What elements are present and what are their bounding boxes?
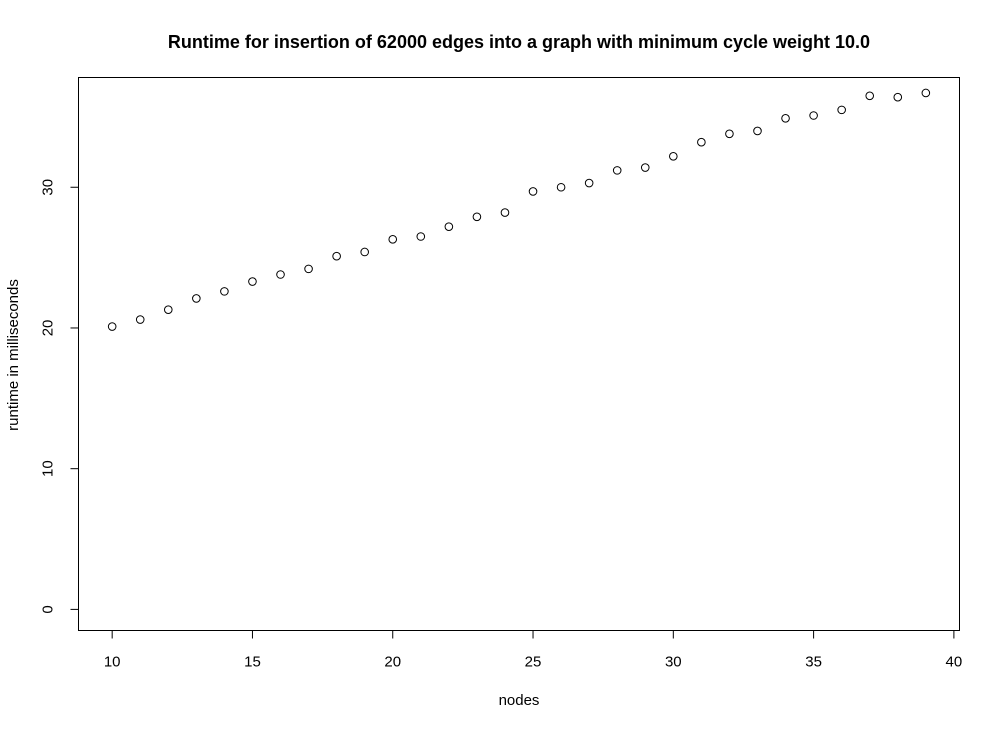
x-tick-label: 25 — [525, 654, 542, 671]
chart-title: Runtime for insertion of 62000 edges int… — [168, 32, 870, 52]
x-tick-label: 10 — [104, 654, 121, 671]
y-tick-label: 0 — [40, 605, 57, 613]
x-tick-label: 30 — [665, 654, 682, 671]
data-point — [584, 178, 594, 188]
data-point — [725, 129, 734, 139]
data-point — [248, 277, 257, 286]
data-point — [107, 322, 117, 331]
data-point — [388, 235, 398, 244]
data-point — [809, 111, 818, 120]
data-point — [360, 247, 369, 257]
data-point — [500, 208, 510, 217]
data-point — [135, 315, 145, 324]
data-point — [865, 91, 875, 101]
data-point — [837, 105, 846, 115]
data-point — [472, 212, 482, 222]
plot-area-frame — [78, 77, 960, 631]
data-point — [332, 251, 341, 261]
y-tick-label: 20 — [40, 320, 57, 337]
data-point — [893, 92, 903, 102]
data-point — [163, 305, 173, 314]
data-point — [416, 232, 426, 241]
y-axis: 0 10 20 30 — [40, 179, 79, 614]
x-tick-label: 35 — [805, 654, 822, 671]
data-points — [107, 88, 931, 331]
data-point — [640, 163, 650, 172]
x-axis-label: nodes — [499, 692, 540, 709]
data-point — [444, 222, 454, 231]
data-point — [697, 137, 706, 147]
data-point — [921, 88, 931, 98]
data-point — [669, 151, 678, 161]
x-tick-label: 40 — [946, 654, 963, 671]
data-point — [304, 264, 313, 274]
data-point — [612, 166, 622, 175]
y-tick-label: 10 — [40, 460, 57, 477]
data-point — [192, 294, 201, 303]
data-point — [276, 270, 285, 279]
data-point — [753, 126, 762, 136]
y-axis-label: runtime in milliseconds — [5, 279, 22, 431]
x-tick-label: 15 — [244, 654, 261, 671]
y-tick-label: 30 — [40, 179, 57, 196]
data-point — [220, 287, 229, 296]
data-point — [556, 182, 566, 192]
data-point — [528, 187, 538, 196]
data-point — [781, 114, 790, 123]
x-axis: 10 15 20 25 30 35 40 — [104, 630, 963, 671]
x-tick-label: 20 — [384, 654, 401, 671]
